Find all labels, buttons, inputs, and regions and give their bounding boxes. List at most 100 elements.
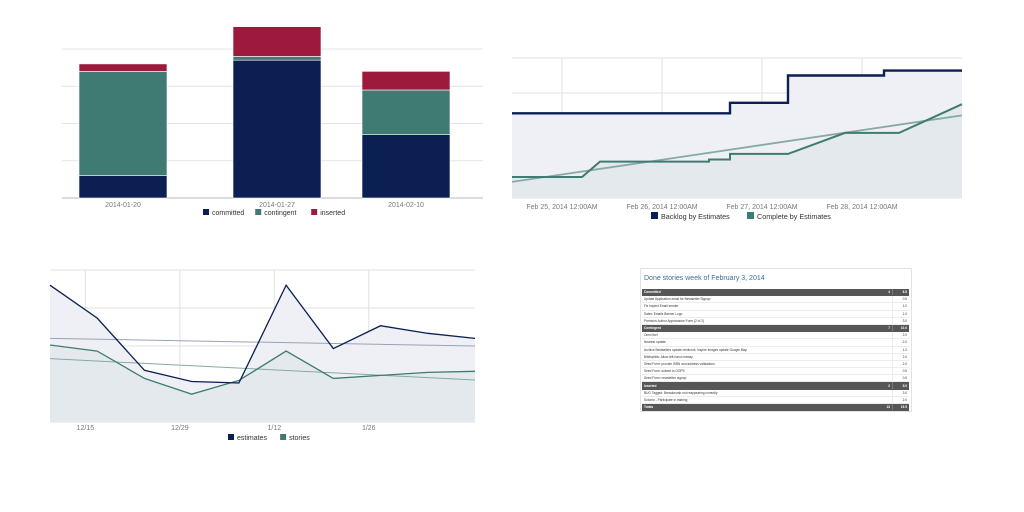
- series-line: [512, 69, 962, 115]
- story-title: BUG Tagged: Breadcrumb not reappearing c…: [642, 389, 880, 397]
- section-label: Committed: [642, 289, 880, 297]
- bar-segment: [361, 71, 451, 91]
- legend-label: inserted: [320, 210, 345, 217]
- x-tick-label: Feb 25, 2014 12:00AM: [526, 204, 597, 211]
- section-label: Contingent: [642, 324, 880, 333]
- done-stories-table: Committed 4 6.5 Update Application email fo…: [642, 289, 909, 412]
- empty-cell: [880, 374, 893, 383]
- x-tick-label: Feb 28, 2014 12:00AM: [826, 204, 897, 211]
- legend-swatch: [255, 209, 262, 215]
- story-points: 2.0: [892, 338, 909, 347]
- trend-line: [49, 337, 476, 347]
- section-points: 6.5: [892, 289, 909, 297]
- bar-segment: [361, 89, 451, 135]
- section-count: 2: [880, 381, 893, 390]
- section-label: Inserted: [642, 381, 880, 390]
- empty-cell: [880, 396, 893, 405]
- story-points: 3.0: [892, 317, 909, 325]
- trend-line: [49, 358, 476, 381]
- story-points: 1.0: [892, 310, 909, 318]
- x-tick-label: 2014-02-10: [388, 202, 424, 209]
- legend-label: estimates: [237, 435, 267, 442]
- area-fill: [50, 344, 475, 422]
- done-stories-panel: Done stories week of February 3, 2014 Co…: [640, 268, 912, 413]
- story-title: Seed Form: submit to OOPS: [642, 367, 880, 376]
- section-count: 4: [880, 289, 893, 297]
- story-points: 2.0: [892, 353, 909, 361]
- table-row: Premium Author Appearance Form (2 of 2) 3…: [642, 317, 909, 325]
- legend-swatch: [203, 209, 209, 215]
- section-count: 13: [880, 403, 893, 412]
- section-header-row: Committed 4 6.5: [642, 289, 909, 297]
- empty-cell: [880, 367, 893, 376]
- story-title: Nearest update: [642, 338, 880, 347]
- legend-swatch: [311, 209, 318, 215]
- stacked-bar-chart: 2014-01-20 2014-01-27 2014-02-10 committed c…: [62, 26, 483, 217]
- bar-segment: [78, 63, 168, 72]
- story-points: 2.0: [892, 360, 909, 369]
- story-title: Premium Author Appearance Form (2 of 2): [642, 317, 880, 325]
- section-points: 10.0: [892, 324, 909, 333]
- bar-segment: [232, 59, 322, 199]
- table-row: Fix Imprint Email sender 1.0: [642, 302, 909, 311]
- story-points: 0.5: [892, 295, 909, 304]
- story-title: Fix Imprint Email sender: [642, 302, 880, 311]
- series-line: [49, 283, 476, 384]
- bar-segment: [232, 26, 322, 57]
- story-points: 2.0: [892, 331, 909, 340]
- story-points: 1.0: [892, 346, 909, 354]
- story-title: Seed Form: provide ISBN and address vali…: [642, 360, 880, 369]
- x-tick-label: 2014-01-27: [259, 202, 295, 209]
- legend-label: committed: [212, 210, 244, 217]
- story-title: Solomo - Participate in training: [642, 396, 880, 405]
- series-line: [512, 103, 963, 178]
- legend-label: Backlog by Estimates: [661, 212, 730, 221]
- table-row: Nearest update 2.0: [642, 338, 909, 347]
- series-line: [49, 344, 476, 395]
- trend-line: [512, 114, 963, 183]
- story-title: Archive Bestsellers update minibook, Ins…: [642, 346, 880, 354]
- legend-swatch: [651, 212, 658, 219]
- legend-swatch: [228, 434, 234, 440]
- section-header-row: Totals 13 19.5: [642, 403, 909, 412]
- story-title: Bibliophilic: Allow left-hand overlay: [642, 353, 880, 361]
- section-label: Totals: [642, 403, 880, 412]
- story-title: Omni fuel: [642, 331, 880, 340]
- section-count: 7: [880, 324, 893, 333]
- bar-segment: [78, 71, 168, 176]
- table-row: Update Application email for Newsletter …: [642, 295, 909, 304]
- story-points: 0.5: [892, 367, 909, 376]
- x-tick-label: 12/29: [171, 425, 189, 432]
- empty-cell: [880, 317, 893, 325]
- x-tick-label: 2014-01-20: [105, 202, 141, 209]
- x-tick-label: 12/15: [77, 425, 95, 432]
- section-header-row: Contingent 7 10.0: [642, 324, 909, 333]
- x-tick-label: 1/12: [267, 425, 281, 432]
- empty-cell: [880, 331, 893, 340]
- story-points: 3.0: [892, 389, 909, 397]
- x-tick-label: 1/26: [362, 425, 376, 432]
- backlog-line-chart: Feb 25, 2014 12:00AM Feb 26, 2014 12:00AM…: [512, 57, 963, 221]
- empty-cell: [880, 338, 893, 347]
- area-fill: [512, 104, 962, 198]
- x-tick-label: Feb 26, 2014 12:00AM: [626, 204, 697, 211]
- story-points: 2.0: [892, 396, 909, 405]
- legend-swatch: [747, 212, 754, 219]
- legend-swatch: [280, 434, 287, 440]
- empty-cell: [880, 295, 893, 304]
- story-title: Seed Form: newsletter signup: [642, 374, 880, 383]
- story-title: Update Application email for Newsletter …: [642, 295, 880, 304]
- table-row: Seed Form: newsletter signup 0.5: [642, 374, 909, 383]
- story-points: 1.0: [892, 302, 909, 311]
- table-row: Omni fuel 2.0: [642, 331, 909, 340]
- table-row: Sales: Emails Banner Logo 1.0: [642, 310, 909, 318]
- legend-label: contingent: [264, 210, 296, 217]
- story-title: Sales: Emails Banner Logo: [642, 310, 880, 318]
- legend-label: Complete by Estimates: [757, 212, 831, 221]
- empty-cell: [880, 389, 893, 397]
- x-tick-label: Feb 27, 2014 12:00AM: [726, 204, 797, 211]
- table-row: Seed Form: submit to OOPS 0.5: [642, 367, 909, 376]
- bar-segment: [232, 56, 322, 61]
- section-points: 5.0: [892, 381, 909, 390]
- empty-cell: [880, 360, 893, 369]
